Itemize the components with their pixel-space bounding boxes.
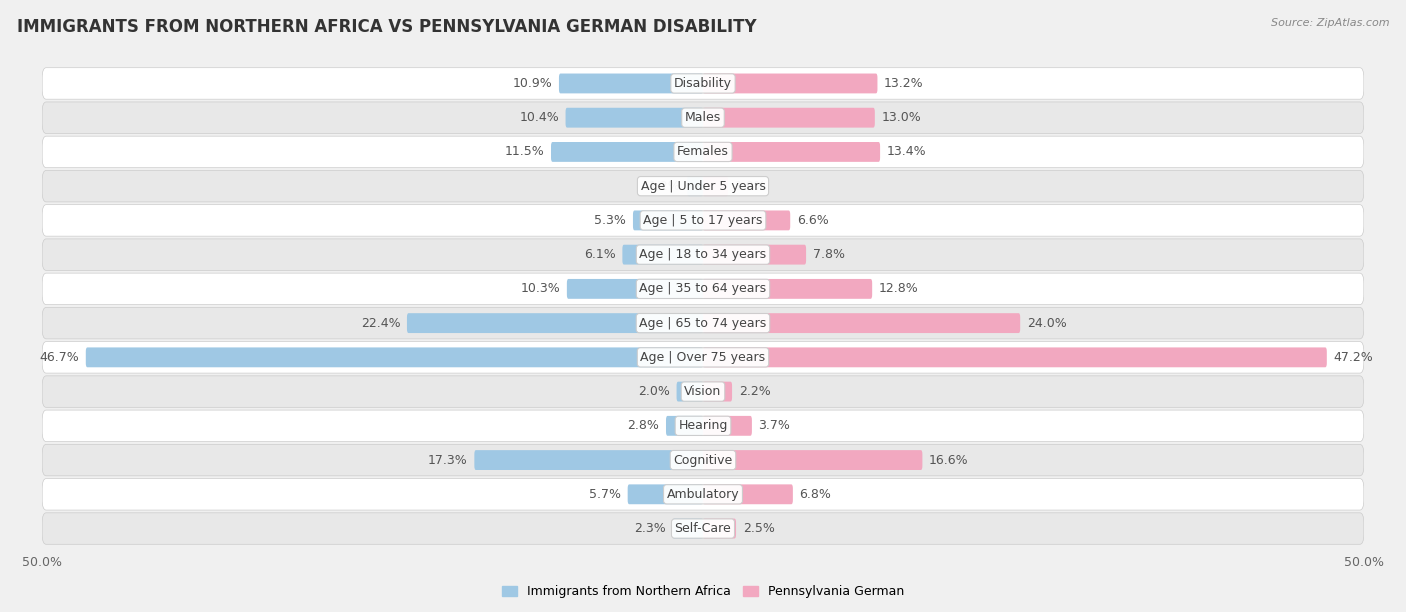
Text: Age | 5 to 17 years: Age | 5 to 17 years <box>644 214 762 227</box>
FancyBboxPatch shape <box>703 313 1021 333</box>
FancyBboxPatch shape <box>567 279 703 299</box>
Text: 13.2%: 13.2% <box>884 77 924 90</box>
Text: 1.9%: 1.9% <box>735 180 766 193</box>
Text: 10.9%: 10.9% <box>513 77 553 90</box>
Text: Age | 18 to 34 years: Age | 18 to 34 years <box>640 248 766 261</box>
FancyBboxPatch shape <box>42 307 1364 339</box>
FancyBboxPatch shape <box>623 245 703 264</box>
FancyBboxPatch shape <box>42 68 1364 99</box>
Text: 2.2%: 2.2% <box>738 385 770 398</box>
Text: Self-Care: Self-Care <box>675 522 731 535</box>
Text: 1.2%: 1.2% <box>648 180 681 193</box>
Text: 2.8%: 2.8% <box>627 419 659 432</box>
FancyBboxPatch shape <box>42 204 1364 236</box>
FancyBboxPatch shape <box>676 382 703 401</box>
Text: 2.3%: 2.3% <box>634 522 666 535</box>
FancyBboxPatch shape <box>42 273 1364 305</box>
Text: Age | 65 to 74 years: Age | 65 to 74 years <box>640 316 766 330</box>
FancyBboxPatch shape <box>703 348 1327 367</box>
Text: Age | Under 5 years: Age | Under 5 years <box>641 180 765 193</box>
Text: Age | 35 to 64 years: Age | 35 to 64 years <box>640 282 766 296</box>
FancyBboxPatch shape <box>703 176 728 196</box>
FancyBboxPatch shape <box>703 211 790 230</box>
FancyBboxPatch shape <box>42 102 1364 133</box>
FancyBboxPatch shape <box>42 479 1364 510</box>
Text: 24.0%: 24.0% <box>1026 316 1067 330</box>
FancyBboxPatch shape <box>42 170 1364 202</box>
FancyBboxPatch shape <box>474 450 703 470</box>
Text: 47.2%: 47.2% <box>1333 351 1374 364</box>
Text: 13.4%: 13.4% <box>887 146 927 159</box>
FancyBboxPatch shape <box>406 313 703 333</box>
Text: 17.3%: 17.3% <box>427 453 468 466</box>
Text: Vision: Vision <box>685 385 721 398</box>
Text: Ambulatory: Ambulatory <box>666 488 740 501</box>
Text: 2.5%: 2.5% <box>742 522 775 535</box>
Text: 2.0%: 2.0% <box>638 385 669 398</box>
Text: IMMIGRANTS FROM NORTHERN AFRICA VS PENNSYLVANIA GERMAN DISABILITY: IMMIGRANTS FROM NORTHERN AFRICA VS PENNS… <box>17 18 756 36</box>
Text: 10.4%: 10.4% <box>519 111 560 124</box>
Text: 3.7%: 3.7% <box>758 419 790 432</box>
FancyBboxPatch shape <box>42 444 1364 476</box>
FancyBboxPatch shape <box>703 484 793 504</box>
Text: Cognitive: Cognitive <box>673 453 733 466</box>
FancyBboxPatch shape <box>703 279 872 299</box>
FancyBboxPatch shape <box>703 450 922 470</box>
Text: Age | Over 75 years: Age | Over 75 years <box>641 351 765 364</box>
Text: 6.8%: 6.8% <box>800 488 831 501</box>
Text: 6.6%: 6.6% <box>797 214 828 227</box>
Text: 12.8%: 12.8% <box>879 282 918 296</box>
FancyBboxPatch shape <box>688 176 703 196</box>
FancyBboxPatch shape <box>672 518 703 539</box>
Text: 16.6%: 16.6% <box>929 453 969 466</box>
FancyBboxPatch shape <box>703 108 875 128</box>
FancyBboxPatch shape <box>703 382 733 401</box>
FancyBboxPatch shape <box>633 211 703 230</box>
Text: Source: ZipAtlas.com: Source: ZipAtlas.com <box>1271 18 1389 28</box>
FancyBboxPatch shape <box>703 73 877 94</box>
Text: 6.1%: 6.1% <box>583 248 616 261</box>
FancyBboxPatch shape <box>42 341 1364 373</box>
FancyBboxPatch shape <box>551 142 703 162</box>
FancyBboxPatch shape <box>42 136 1364 168</box>
Text: 22.4%: 22.4% <box>361 316 401 330</box>
Text: 7.8%: 7.8% <box>813 248 845 261</box>
FancyBboxPatch shape <box>42 239 1364 271</box>
FancyBboxPatch shape <box>703 416 752 436</box>
FancyBboxPatch shape <box>703 518 737 539</box>
Text: Disability: Disability <box>673 77 733 90</box>
FancyBboxPatch shape <box>42 376 1364 408</box>
Text: Males: Males <box>685 111 721 124</box>
FancyBboxPatch shape <box>560 73 703 94</box>
Text: 5.3%: 5.3% <box>595 214 626 227</box>
Text: 5.7%: 5.7% <box>589 488 621 501</box>
Text: 10.3%: 10.3% <box>520 282 560 296</box>
FancyBboxPatch shape <box>627 484 703 504</box>
Text: Hearing: Hearing <box>678 419 728 432</box>
FancyBboxPatch shape <box>86 348 703 367</box>
FancyBboxPatch shape <box>565 108 703 128</box>
FancyBboxPatch shape <box>42 513 1364 544</box>
Text: 13.0%: 13.0% <box>882 111 921 124</box>
FancyBboxPatch shape <box>666 416 703 436</box>
FancyBboxPatch shape <box>703 245 806 264</box>
Text: 46.7%: 46.7% <box>39 351 79 364</box>
Text: Females: Females <box>678 146 728 159</box>
Legend: Immigrants from Northern Africa, Pennsylvania German: Immigrants from Northern Africa, Pennsyl… <box>496 580 910 603</box>
Text: 11.5%: 11.5% <box>505 146 544 159</box>
FancyBboxPatch shape <box>42 410 1364 442</box>
FancyBboxPatch shape <box>703 142 880 162</box>
